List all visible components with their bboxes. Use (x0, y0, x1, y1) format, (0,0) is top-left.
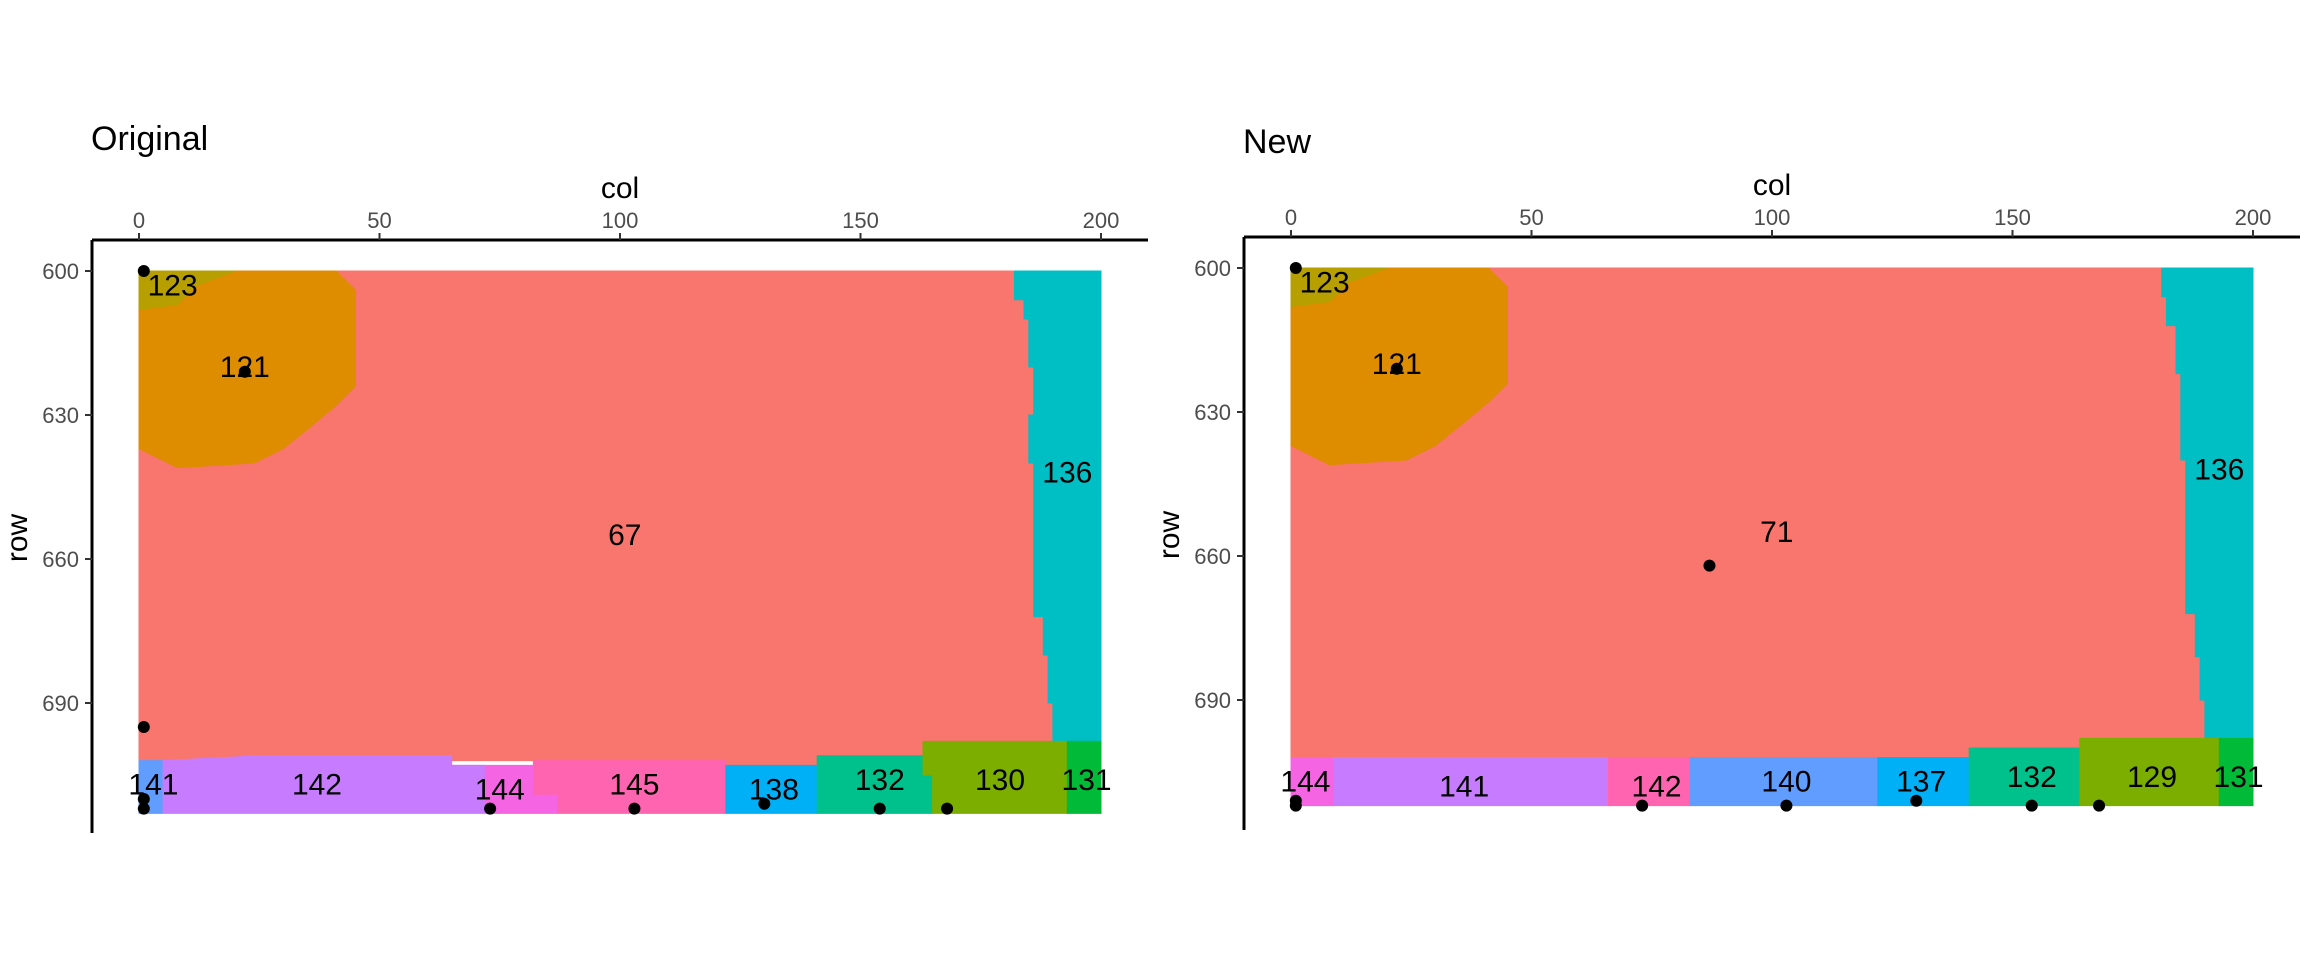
point-marker (1289, 799, 1302, 812)
point-marker (2025, 799, 2038, 812)
x-tick-label: 150 (842, 208, 879, 233)
point-markers (1289, 262, 2106, 812)
x-tick-label: 0 (1285, 205, 1297, 230)
region-label-138: 138 (749, 773, 799, 806)
axes: 0 50 100 150 200 600 630 660 690 (42, 208, 1148, 833)
axes: 0 50 100 150 200 600 630 660 690 (1194, 205, 2300, 830)
point-marker (873, 802, 886, 815)
region-label-136: 136 (1042, 457, 1092, 490)
y-tick-label: 690 (42, 691, 79, 716)
region-label-144: 144 (1280, 766, 1330, 799)
point-marker (758, 797, 771, 810)
x-tick-label: 200 (1083, 208, 1120, 233)
panel-title: New (1243, 123, 1311, 161)
region-label-130: 130 (975, 764, 1025, 797)
region-145 (532, 760, 727, 814)
region-label-142: 142 (1632, 770, 1682, 803)
point-marker (1703, 559, 1716, 572)
x-axis-title: col (1753, 169, 1791, 202)
y-tick-label: 630 (42, 403, 79, 428)
region-123 (1290, 267, 1388, 307)
x-tick-label: 50 (367, 208, 391, 233)
point-marker (628, 802, 641, 815)
region-label-131: 131 (2214, 761, 2264, 794)
y-tick-label: 600 (42, 259, 79, 284)
region-label-144: 144 (475, 773, 525, 806)
panel-title: Original (91, 120, 208, 158)
y-tick-label: 690 (1194, 688, 1231, 713)
point-marker (941, 802, 954, 815)
y-axis-title: row (1, 513, 34, 562)
region-label-123: 123 (1300, 266, 1350, 299)
point-markers (137, 265, 954, 815)
region-label-141: 141 (1439, 770, 1489, 803)
region-label-132: 132 (2007, 761, 2057, 794)
region-131 (2218, 737, 2254, 807)
region-label-140: 140 (1761, 766, 1811, 799)
region-label-141: 141 (128, 769, 178, 802)
region-123 (138, 270, 236, 310)
point-marker (1780, 799, 1793, 812)
point-marker (1636, 799, 1649, 812)
region-label-121: 121 (1372, 348, 1422, 381)
y-tick-label: 630 (1194, 400, 1231, 425)
region-label-123: 123 (148, 269, 198, 302)
point-marker (137, 721, 150, 733)
y-axis-title: row (1153, 510, 1186, 559)
region-label-137: 137 (1896, 766, 1946, 799)
region-label-121: 121 (220, 351, 270, 384)
y-tick-label: 660 (1194, 544, 1231, 569)
region-labels: 71 121 123 136 144 141 142 140 137 132 129 131 (1280, 266, 2263, 803)
region-131 (1066, 740, 1102, 814)
x-tick-label: 100 (1754, 205, 1791, 230)
region-label-67: 67 (608, 519, 641, 552)
point-marker (137, 802, 150, 815)
region-label-132: 132 (855, 764, 905, 797)
point-marker (1910, 794, 1923, 807)
x-tick-label: 50 (1519, 205, 1543, 230)
region-label-131: 131 (1062, 764, 1112, 797)
region-136 (1013, 270, 1102, 742)
point-marker (1289, 262, 1302, 274)
point-marker (1390, 362, 1403, 375)
x-tick-label: 150 (1994, 205, 2031, 230)
point-marker (137, 793, 150, 805)
point-marker (238, 365, 251, 378)
region-label-71: 71 (1760, 516, 1793, 549)
point-marker (484, 802, 497, 815)
point-marker (2093, 799, 2106, 812)
point-marker (137, 265, 150, 277)
region-labels: 67 121 123 136 141 142 144 145 138 132 130 131 (128, 269, 1111, 806)
x-tick-label: 200 (2235, 205, 2272, 230)
x-axis-title: col (601, 172, 639, 205)
y-tick-label: 660 (42, 547, 79, 572)
region-label-136: 136 (2194, 454, 2244, 487)
x-tick-label: 100 (602, 208, 639, 233)
region-label-142: 142 (292, 769, 342, 802)
panel-original: Original col row 67 121 123 136 141 142 144 145… (1, 120, 1148, 833)
y-tick-label: 600 (1194, 256, 1231, 281)
region-label-129: 129 (2127, 761, 2177, 794)
x-tick-label: 0 (133, 208, 145, 233)
panel-new: New col row 71 121 123 136 144 141 142 140 137 13… (1153, 123, 2300, 830)
region-label-145: 145 (609, 769, 659, 802)
